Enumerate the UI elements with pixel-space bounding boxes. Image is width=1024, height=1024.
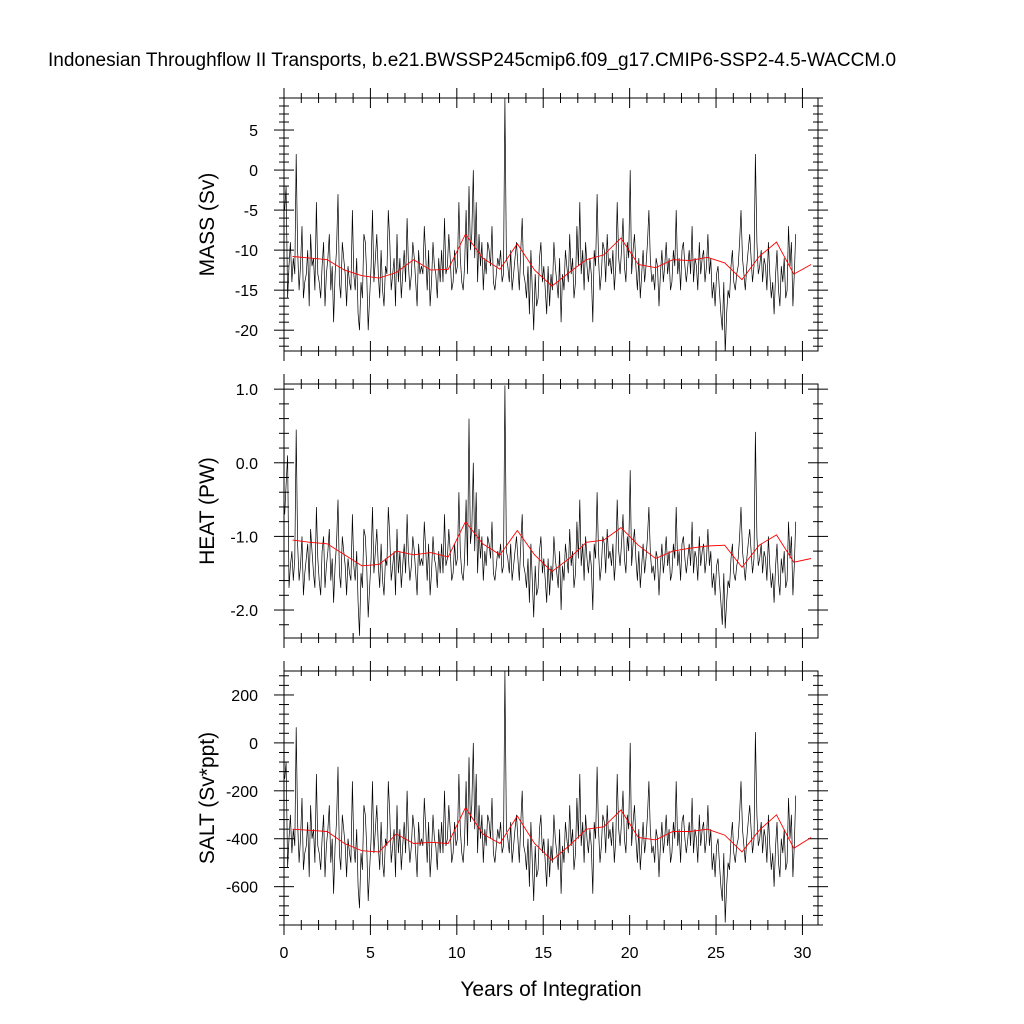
y-tick-label: -200 [226, 784, 258, 801]
x-tick-label: 5 [366, 945, 375, 962]
x-tick-label: 10 [448, 945, 466, 962]
panel-frame [283, 97, 819, 352]
x-tick-label: 20 [621, 945, 639, 962]
y-tick-label: -15 [235, 283, 258, 300]
y-tick-label: -5 [244, 203, 258, 220]
y-tick-label: 0 [249, 736, 258, 753]
y-tick-label: 0 [249, 163, 258, 180]
x-tick-label: 25 [707, 945, 725, 962]
y-tick-label: -400 [226, 832, 258, 849]
y-tick-label: 1.0 [236, 382, 258, 399]
panel-2: 1.0 0.0 -1.0 -2.0 HEAT (PW) [196, 374, 828, 648]
x-tick-label: 0 [280, 945, 289, 962]
panels: 5 0 -5 -10 -15 -20 MASS (Sv) 1.0 0.0 -1.0 -2.0 HEAT… [196, 88, 828, 962]
y-tick-label: 5 [249, 123, 258, 140]
annual-mean-line [292, 520, 812, 573]
y-tick-label: -1.0 [230, 529, 258, 546]
panel-frame [283, 383, 819, 639]
panel-3: 0 5 10 15 20 25 30 200 0 -200 -400 -600 SALT (Sv*ppt… [196, 661, 828, 962]
y-axis-label: HEAT (PW) [196, 457, 219, 565]
monthly-series-line [284, 385, 797, 636]
annual-mean-line [292, 806, 812, 861]
annual-mean-line [292, 233, 812, 287]
y-tick-label: 0.0 [236, 456, 258, 473]
chart-title: Indonesian Throughflow II Transports, b.… [48, 50, 896, 71]
monthly-series-line [284, 671, 797, 923]
panel-frame [283, 670, 819, 926]
y-tick-label: -10 [235, 243, 258, 260]
x-axis-label: Years of Integration [460, 978, 641, 1001]
y-axis-label: MASS (Sv) [196, 173, 219, 277]
y-tick-label: 200 [231, 688, 258, 705]
x-tick-label: 15 [534, 945, 552, 962]
y-tick-label: -600 [226, 880, 258, 897]
y-axis-label: SALT (Sv*ppt) [196, 732, 219, 864]
monthly-series-line [284, 98, 797, 351]
panel-1: 5 0 -5 -10 -15 -20 MASS (Sv) [196, 88, 828, 361]
y-tick-label: -2.0 [230, 603, 258, 620]
y-tick-label: -20 [235, 323, 258, 340]
x-tick-label: 30 [794, 945, 812, 962]
